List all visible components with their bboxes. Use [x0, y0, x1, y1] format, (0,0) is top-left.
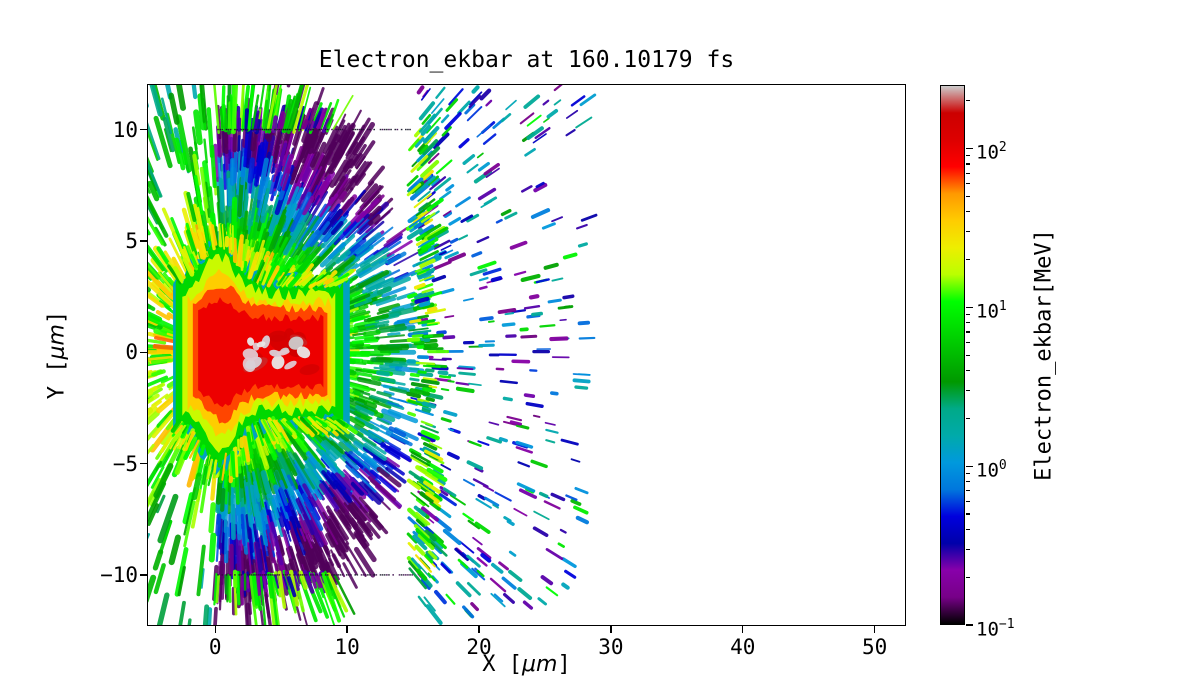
- x-axis-label-text: X [: [482, 652, 523, 677]
- x-tick-label: 40: [730, 635, 756, 659]
- colorbar-minor-tick-mark: [966, 259, 970, 261]
- x-tick-mark: [346, 626, 348, 633]
- y-axis-unit: μm: [44, 324, 70, 360]
- colorbar-minor-tick-mark: [966, 155, 970, 157]
- y-tick-mark: [140, 351, 147, 353]
- colorbar-minor-tick-mark: [966, 183, 970, 185]
- y-tick-label: 5: [125, 228, 138, 253]
- y-tick-mark: [140, 462, 147, 465]
- colorbar-minor-tick-mark: [966, 389, 970, 392]
- colorbar-tick-label: 102: [976, 140, 1007, 164]
- colorbar-minor-tick-mark: [966, 472, 970, 475]
- plot-canvas: [148, 85, 905, 625]
- x-tick-label: 10: [334, 635, 360, 659]
- y-axis-label: Y [μm]: [45, 311, 70, 399]
- y-tick-label: 10: [112, 117, 138, 142]
- y-axis-label-text: Y [: [44, 359, 70, 400]
- colorbar-minor-tick-mark: [966, 354, 970, 356]
- plot-title: Electron_ekbar at 160.10179 fs: [318, 47, 735, 73]
- colorbar-minor-tick-mark: [966, 490, 970, 492]
- colorbar-tick-label: 100: [976, 458, 1007, 482]
- x-axis-label-suffix: ]: [557, 652, 571, 677]
- colorbar-minor-tick-mark: [966, 576, 970, 578]
- x-tick-mark: [742, 626, 744, 633]
- colorbar-tick-mark: [966, 306, 973, 308]
- colorbar-minor-tick-mark: [966, 211, 970, 213]
- colorbar-minor-tick-mark: [966, 513, 970, 515]
- colorbar-minor-tick-mark: [966, 100, 970, 102]
- colorbar-minor-tick-mark: [966, 417, 970, 420]
- colorbar-minor-tick-mark: [966, 500, 970, 503]
- x-tick-mark: [214, 626, 216, 633]
- y-tick-mark: [140, 240, 147, 242]
- x-tick-label: 0: [208, 635, 222, 659]
- y-tick-mark: [140, 574, 147, 576]
- y-tick-label: −10: [100, 562, 138, 587]
- y-tick-mark: [140, 128, 147, 131]
- x-tick-label: 50: [862, 635, 888, 659]
- colorbar-tick-label: 101: [976, 299, 1007, 323]
- x-tick-mark: [610, 626, 612, 633]
- colorbar-tick-label: 10−1: [976, 617, 1015, 641]
- x-tick-mark: [873, 626, 876, 633]
- colorbar-minor-tick-mark: [966, 342, 970, 344]
- x-axis-label: X [μm]: [148, 652, 905, 677]
- colorbar-minor-tick-mark: [966, 548, 970, 550]
- colorbar-minor-tick-mark: [966, 528, 970, 531]
- colorbar-tick-mark: [966, 147, 973, 150]
- x-tick-label: 20: [466, 635, 492, 659]
- colorbar-tick-mark: [966, 465, 973, 467]
- x-tick-label: 30: [598, 635, 624, 659]
- x-axis-unit: μm: [522, 652, 558, 677]
- y-axis-label-suffix: ]: [44, 310, 70, 325]
- colorbar-minor-tick-mark: [966, 195, 970, 197]
- colorbar-minor-tick-mark: [966, 370, 970, 372]
- colorbar-minor-tick-mark: [966, 163, 970, 165]
- x-tick-mark: [478, 626, 480, 633]
- y-tick-label: 0: [125, 340, 138, 365]
- y-tick-label: −5: [112, 451, 138, 476]
- colorbar-minor-tick-mark: [966, 322, 970, 324]
- colorbar-label: Electron_ekbar[MeV]: [1031, 229, 1057, 481]
- colorbar: [940, 85, 965, 625]
- colorbar-tick-mark: [966, 624, 973, 626]
- colorbar-minor-tick-mark: [966, 231, 970, 233]
- colorbar-minor-tick-mark: [966, 331, 970, 333]
- colorbar-minor-tick-mark: [966, 172, 970, 174]
- colorbar-minor-tick-mark: [966, 481, 970, 483]
- colorbar-minor-tick-mark: [966, 314, 970, 316]
